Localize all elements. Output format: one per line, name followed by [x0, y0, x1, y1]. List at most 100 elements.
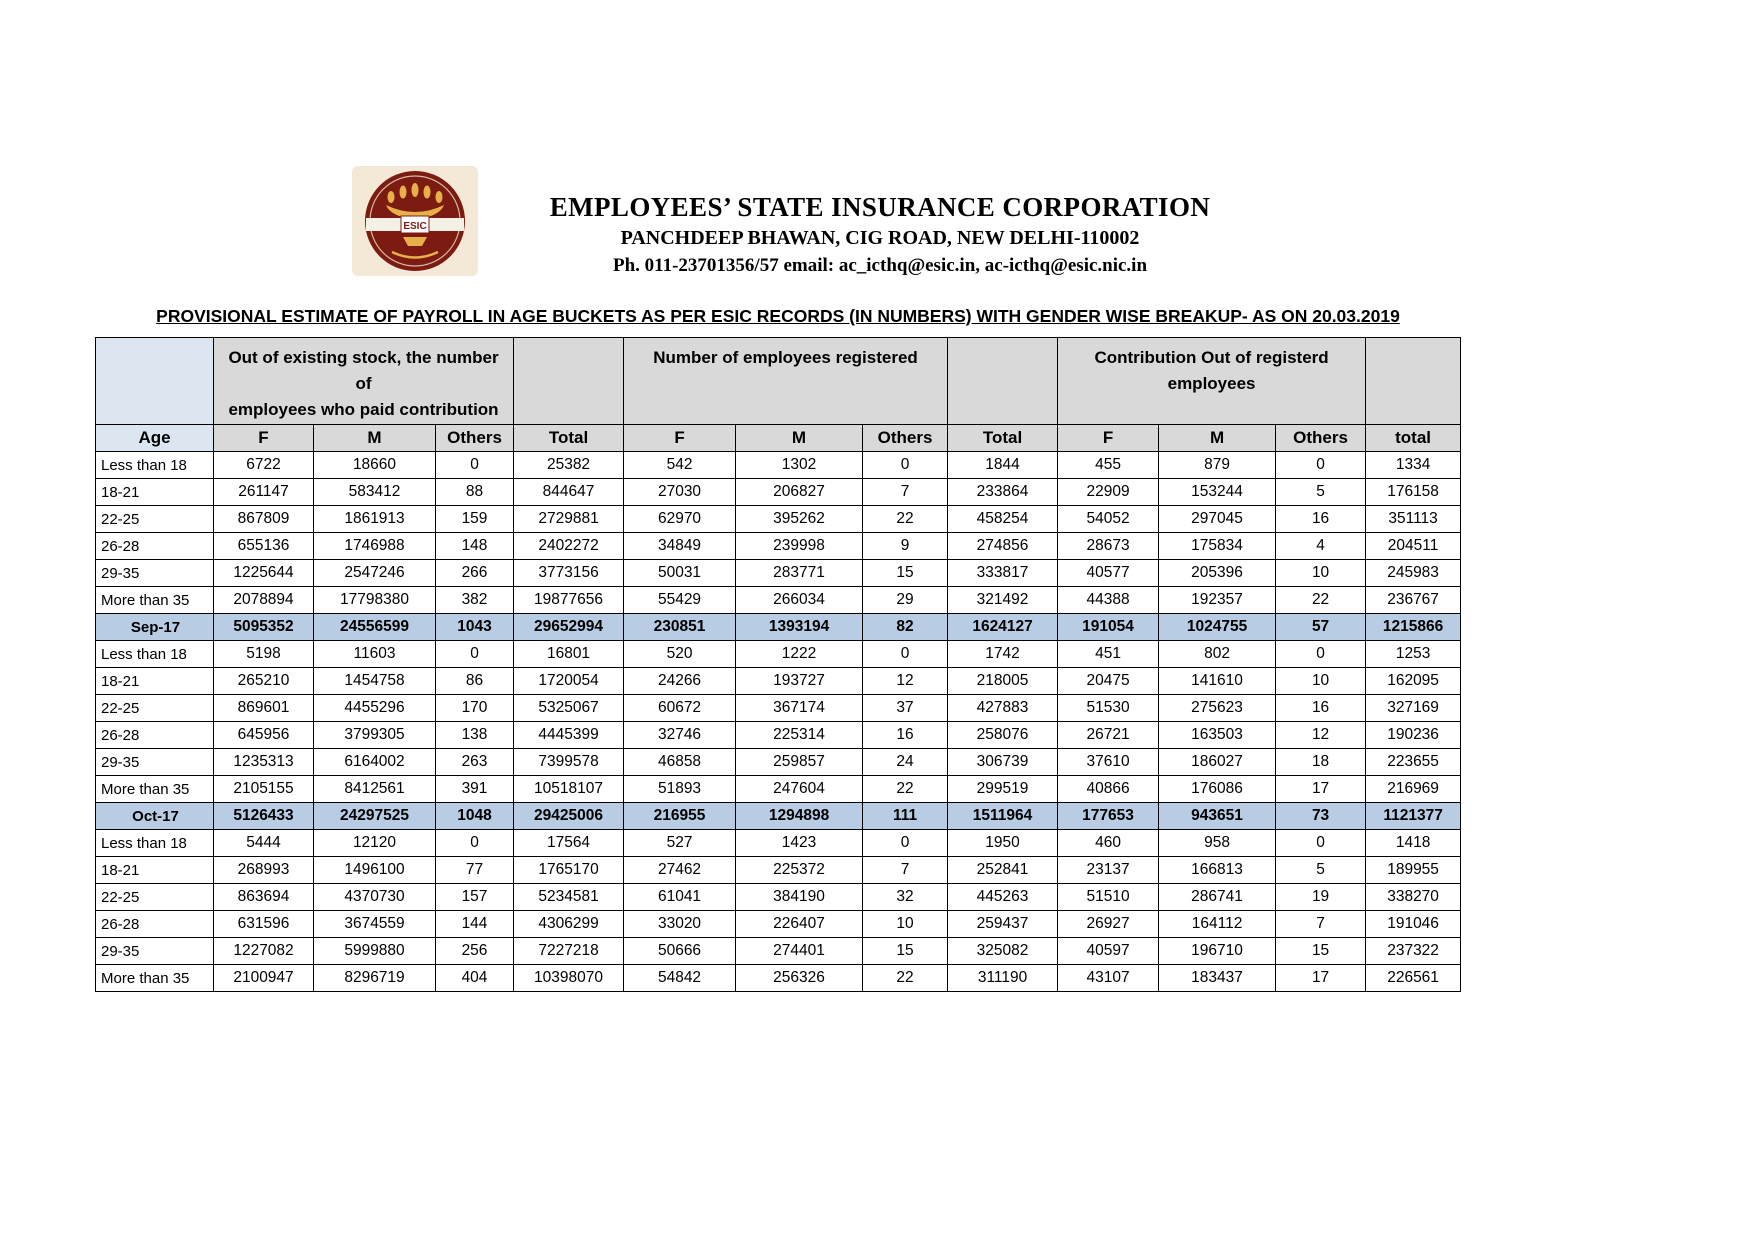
data-cell: 7: [862, 478, 949, 506]
corner-cell: [95, 337, 214, 425]
data-cell: 60672: [623, 694, 737, 722]
data-cell: 5234581: [513, 883, 625, 911]
data-cell: 33020: [623, 910, 737, 938]
data-cell: 43107: [1057, 964, 1160, 992]
data-cell: 367174: [735, 694, 864, 722]
data-cell: 22: [862, 505, 949, 533]
data-cell: 299519: [947, 775, 1059, 803]
data-cell: 16801: [513, 640, 625, 668]
data-cell: 4306299: [513, 910, 625, 938]
data-cell: 1511964: [947, 802, 1059, 830]
data-cell: 44388: [1057, 586, 1160, 614]
data-cell: 391: [434, 775, 515, 803]
data-cell: 263: [434, 748, 515, 776]
group-header-contribution: Contribution Out of registerd employees: [1057, 337, 1367, 425]
column-header-12-total: total: [1365, 424, 1462, 452]
data-cell: 40866: [1057, 775, 1160, 803]
data-cell: 1227082: [213, 937, 314, 965]
data-cell: 2547246: [313, 559, 436, 587]
data-cell: 1048: [434, 802, 515, 830]
data-cell: 325082: [947, 937, 1059, 965]
data-cell: 16: [1275, 694, 1367, 722]
data-cell: 382: [434, 586, 515, 614]
data-cell: 16: [862, 721, 949, 749]
data-cell: 1043: [434, 613, 515, 641]
data-cell: 196710: [1158, 937, 1277, 965]
data-cell: 327169: [1365, 694, 1462, 722]
data-cell: 256326: [735, 964, 864, 992]
column-header-3-others: Others: [434, 424, 515, 452]
data-cell: 57: [1275, 613, 1367, 641]
data-cell: 268993: [213, 856, 314, 884]
row-label: 18-21: [95, 478, 214, 506]
data-cell: 274856: [947, 532, 1059, 560]
table-row: Less than 18 5444 12120 0 17564 527 1423 0 1950 4…: [95, 829, 1462, 857]
data-cell: 226561: [1365, 964, 1462, 992]
lamp-base-icon: [403, 237, 427, 246]
table-row: 29-35 1225644 2547246 266 3773156 50031 283771…: [95, 559, 1462, 587]
data-cell: 266034: [735, 586, 864, 614]
data-cell: 1235313: [213, 748, 314, 776]
data-cell: 51893: [623, 775, 737, 803]
column-header-4-total: Total: [513, 424, 625, 452]
data-cell: 5444: [213, 829, 314, 857]
data-cell: 22: [862, 964, 949, 992]
data-cell: 7399578: [513, 748, 625, 776]
data-cell: 306739: [947, 748, 1059, 776]
data-cell: 1720054: [513, 667, 625, 695]
data-cell: 1302: [735, 451, 864, 479]
data-cell: 869601: [213, 694, 314, 722]
data-cell: 192357: [1158, 586, 1277, 614]
gap-cell-3: [1365, 337, 1462, 425]
data-cell: 50666: [623, 937, 737, 965]
data-cell: 10: [862, 910, 949, 938]
data-cell: 183437: [1158, 964, 1277, 992]
data-cell: 40577: [1057, 559, 1160, 587]
data-cell: 1624127: [947, 613, 1059, 641]
data-cell: 2105155: [213, 775, 314, 803]
table-row: 22-25 867809 1861913 159 2729881 62970 395262 2…: [95, 505, 1462, 533]
data-cell: 247604: [735, 775, 864, 803]
data-cell: 176158: [1365, 478, 1462, 506]
data-cell: 15: [862, 559, 949, 587]
row-label: 26-28: [95, 910, 214, 938]
column-header-10-m: M: [1158, 424, 1277, 452]
data-cell: 10398070: [513, 964, 625, 992]
data-cell: 204511: [1365, 532, 1462, 560]
data-cell: 22909: [1057, 478, 1160, 506]
data-cell: 170: [434, 694, 515, 722]
data-cell: 1215866: [1365, 613, 1462, 641]
data-cell: 252841: [947, 856, 1059, 884]
data-cell: 2100947: [213, 964, 314, 992]
table-row: Less than 18 6722 18660 0 25382 542 1302 0 1844 4…: [95, 451, 1462, 479]
org-address: PANCHDEEP BHAWAN, CIG ROAD, NEW DELHI-11…: [620, 227, 1140, 249]
data-cell: 54842: [623, 964, 737, 992]
data-cell: 1844: [947, 451, 1059, 479]
data-cell: 4455296: [313, 694, 436, 722]
data-cell: 88: [434, 478, 515, 506]
data-cell: 10: [1275, 559, 1367, 587]
data-cell: 26721: [1057, 721, 1160, 749]
data-cell: 283771: [735, 559, 864, 587]
data-cell: 27030: [623, 478, 737, 506]
data-cell: 16: [1275, 505, 1367, 533]
payroll-table: Out of existing stock, the number of emp…: [95, 337, 1462, 992]
data-cell: 177653: [1057, 802, 1160, 830]
data-cell: 5325067: [513, 694, 625, 722]
data-cell: 3674559: [313, 910, 436, 938]
data-cell: 15: [862, 937, 949, 965]
column-header-2-m: M: [313, 424, 436, 452]
data-cell: 1024755: [1158, 613, 1277, 641]
data-cell: 24556599: [313, 613, 436, 641]
data-cell: 0: [434, 829, 515, 857]
data-cell: 18660: [313, 451, 436, 479]
data-cell: 82: [862, 613, 949, 641]
org-contact: Ph. 011-23701356/57 email: ac_icthq@esic…: [612, 255, 1148, 276]
data-cell: 867809: [213, 505, 314, 533]
data-cell: 451: [1057, 640, 1160, 668]
data-cell: 863694: [213, 883, 314, 911]
data-cell: 3773156: [513, 559, 625, 587]
data-cell: 73: [1275, 802, 1367, 830]
data-cell: 1334: [1365, 451, 1462, 479]
data-cell: 11603: [313, 640, 436, 668]
